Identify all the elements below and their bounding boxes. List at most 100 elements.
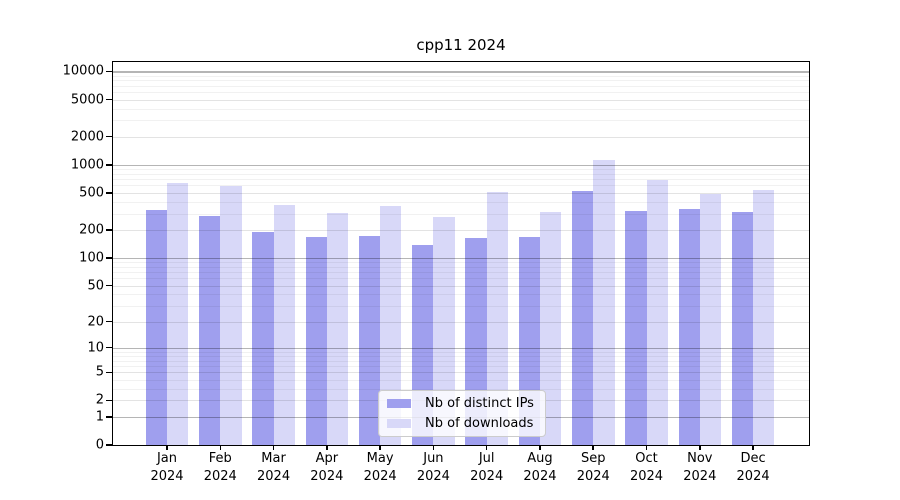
x-tick-label-apr: Apr 2024 <box>292 450 362 485</box>
gridline-6 <box>113 366 809 368</box>
bar-distinct-ips-mar <box>252 232 274 445</box>
y-tick-mark-100 <box>106 257 113 259</box>
x-tick-month: May <box>366 451 394 466</box>
gridline-2000 <box>113 136 809 138</box>
bar-distinct-ips-oct <box>625 211 647 445</box>
gridline-50 <box>113 285 809 287</box>
x-tick-month: Apr <box>315 451 339 466</box>
x-tick-year: 2024 <box>257 468 291 484</box>
y-tick-label-0: 0 <box>95 437 104 453</box>
y-tick-mark-200 <box>106 229 113 231</box>
bar-downloads-may <box>380 205 402 445</box>
y-tick-mark-0 <box>106 444 113 446</box>
x-tick-month: Mar <box>261 451 286 466</box>
gridline-4 <box>113 379 809 381</box>
gridline-40 <box>113 294 809 296</box>
bar-distinct-ips-jan <box>145 210 167 445</box>
x-tick-label-feb: Feb 2024 <box>185 450 255 485</box>
gridline-600 <box>113 185 809 187</box>
x-tick-month: Jul <box>478 451 495 466</box>
bar-downloads-jun <box>433 216 455 445</box>
bar-distinct-ips-feb <box>198 216 221 445</box>
gridline-8 <box>113 355 809 357</box>
bar-downloads-mar <box>273 204 295 445</box>
x-tick-year: 2024 <box>150 468 184 484</box>
gridline-30 <box>113 305 809 307</box>
x-tick-mark-oct <box>645 445 648 450</box>
gridline-200 <box>113 229 809 231</box>
gridline-1000 <box>113 164 809 167</box>
x-tick-label-jun: Jun 2024 <box>398 450 468 485</box>
x-tick-year: 2024 <box>736 468 770 484</box>
x-tick-label-oct: Oct 2024 <box>612 450 682 485</box>
y-tick-label-10000: 10000 <box>62 63 104 79</box>
bar-downloads-apr <box>326 213 349 445</box>
bar-downloads-jan <box>167 183 189 445</box>
y-tick-mark-10 <box>106 346 113 349</box>
gridline-10 <box>113 347 809 350</box>
y-tick-mark-20 <box>106 320 113 323</box>
y-tick-label-20: 20 <box>87 314 104 329</box>
x-tick-year: 2024 <box>470 468 504 484</box>
gridline-80 <box>113 266 809 268</box>
legend-entry-downloads: Nb of downloads <box>387 416 537 431</box>
x-tick-year: 2024 <box>576 468 610 484</box>
x-tick-label-jul: Jul 2024 <box>452 450 522 485</box>
gridline-9000 <box>113 75 809 77</box>
gridline-7000 <box>113 85 809 87</box>
y-tick-label-500: 500 <box>79 185 104 201</box>
bar-downloads-dec <box>753 190 775 445</box>
gridline-7 <box>113 360 809 362</box>
bar-distinct-ips-dec <box>731 212 754 445</box>
x-tick-year: 2024 <box>416 468 450 484</box>
x-tick-label-dec: Dec 2024 <box>718 450 788 485</box>
gridline-5 <box>113 372 809 374</box>
gridline-10000 <box>113 71 809 73</box>
x-tick-year: 2024 <box>310 468 344 484</box>
bar-downloads-nov <box>699 194 722 445</box>
legend-swatch-downloads <box>387 419 411 428</box>
legend-label-downloads: Nb of downloads <box>425 416 534 431</box>
x-tick-month: Aug <box>527 451 553 466</box>
y-tick-label-1: 1 <box>95 409 104 425</box>
x-tick-year: 2024 <box>683 468 717 484</box>
y-tick-label-10: 10 <box>87 340 104 356</box>
y-tick-label-100: 100 <box>79 250 104 266</box>
y-tick-mark-5 <box>106 371 113 374</box>
x-tick-mark-may <box>379 445 381 450</box>
gridline-400 <box>113 201 809 203</box>
y-tick-mark-10000 <box>106 70 113 73</box>
bar-downloads-oct <box>646 180 668 445</box>
plot-area <box>113 62 809 445</box>
y-tick-label-50: 50 <box>87 278 104 293</box>
y-tick-mark-5000 <box>106 98 113 101</box>
gridline-6000 <box>113 92 809 94</box>
x-tick-mark-mar <box>272 445 275 450</box>
gridline-800 <box>113 173 809 175</box>
bar-distinct-ips-nov <box>678 209 700 445</box>
bar-distinct-ips-apr <box>305 237 327 445</box>
bar-downloads-feb <box>220 185 242 445</box>
x-tick-month: Nov <box>687 451 713 466</box>
gridline-90 <box>113 262 809 264</box>
y-tick-mark-50 <box>106 284 113 287</box>
gridline-20 <box>113 321 809 323</box>
legend-label-distinct-ips: Nb of distinct IPs <box>425 396 534 411</box>
gridline-500 <box>113 192 809 194</box>
x-tick-label-mar: Mar 2024 <box>239 450 309 485</box>
x-tick-mark-jun <box>432 445 435 450</box>
y-tick-mark-2 <box>106 399 113 402</box>
x-tick-mark-feb <box>219 445 222 450</box>
x-tick-label-jan: Jan 2024 <box>132 450 202 485</box>
gridline-3 <box>113 388 809 390</box>
gridline-900 <box>113 169 809 171</box>
y-tick-label-1000: 1000 <box>70 157 104 173</box>
x-tick-month: Feb <box>208 451 232 466</box>
gridline-5000 <box>113 99 809 101</box>
x-tick-month: Jun <box>423 451 444 466</box>
bar-downloads-aug <box>539 211 562 445</box>
x-tick-year: 2024 <box>203 468 237 484</box>
x-tick-month: Dec <box>740 451 766 466</box>
y-tick-label-2: 2 <box>95 392 104 408</box>
y-tick-mark-1000 <box>106 164 113 166</box>
